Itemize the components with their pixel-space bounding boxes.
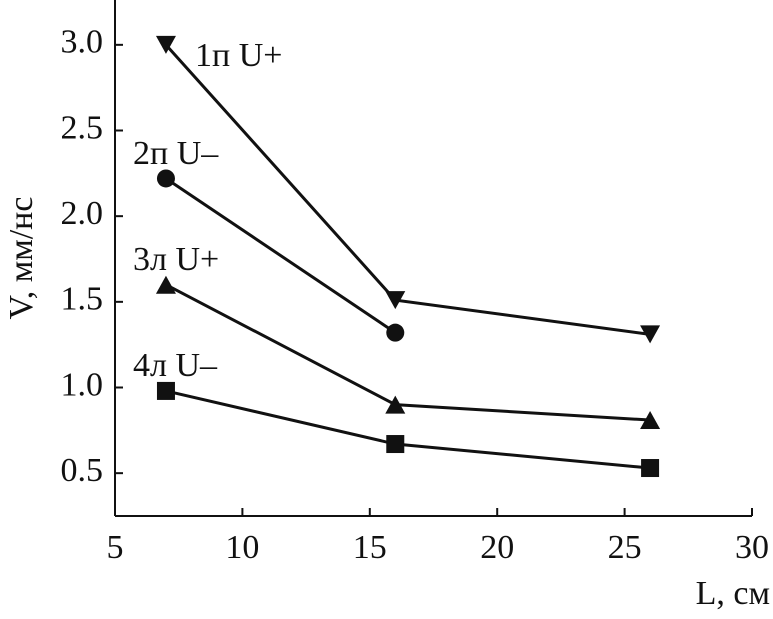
marker: [386, 435, 405, 454]
series-label: 2п U–: [133, 135, 219, 172]
marker: [156, 381, 175, 400]
marker: [385, 291, 406, 310]
x-tick-label: 20: [480, 529, 514, 566]
x-tick-label: 5: [107, 529, 124, 566]
series-label: 4л U–: [133, 347, 218, 384]
x-tick-label: 15: [353, 529, 387, 566]
y-tick-label: 1.0: [61, 366, 104, 403]
series-line: [165, 389, 651, 470]
marker: [156, 169, 175, 188]
y-axis-label: V, мм/нс: [3, 197, 40, 320]
marker: [640, 325, 661, 344]
marker: [155, 35, 176, 54]
x-tick-label: 25: [608, 529, 642, 566]
series-label: 1п U+: [195, 37, 282, 74]
marker: [386, 323, 405, 342]
series-line: [164, 43, 651, 336]
y-tick-label: 1.5: [61, 281, 104, 318]
y-tick-label: 2.5: [61, 109, 104, 146]
marker: [155, 275, 176, 294]
y-tick-label: 0.5: [61, 452, 104, 489]
series-line: [165, 177, 397, 334]
x-tick-label: 10: [225, 529, 259, 566]
marker: [385, 395, 406, 414]
series-label: 3л U+: [133, 241, 219, 278]
series-line: [165, 283, 651, 422]
y-tick-label: 3.0: [61, 24, 104, 61]
marker: [641, 459, 660, 478]
x-axis-label: L, см: [696, 575, 770, 612]
y-tick-label: 2.0: [61, 195, 104, 232]
marker: [640, 411, 661, 430]
x-tick-label: 30: [735, 529, 769, 566]
